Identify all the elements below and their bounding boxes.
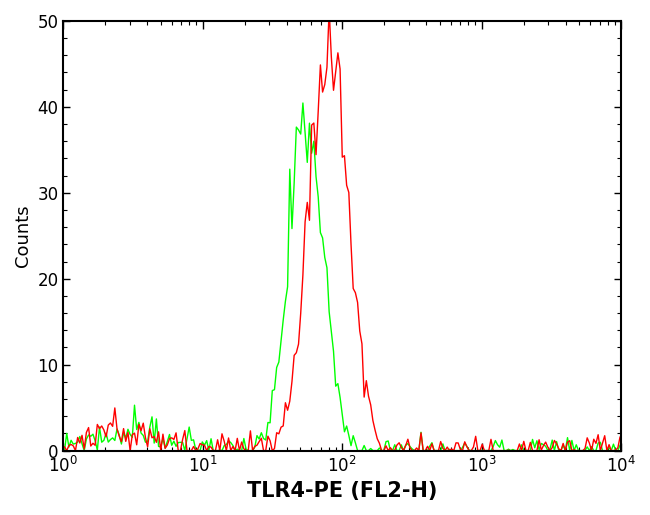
- X-axis label: TLR4-PE (FL2-H): TLR4-PE (FL2-H): [247, 481, 437, 501]
- Y-axis label: Counts: Counts: [14, 204, 32, 267]
